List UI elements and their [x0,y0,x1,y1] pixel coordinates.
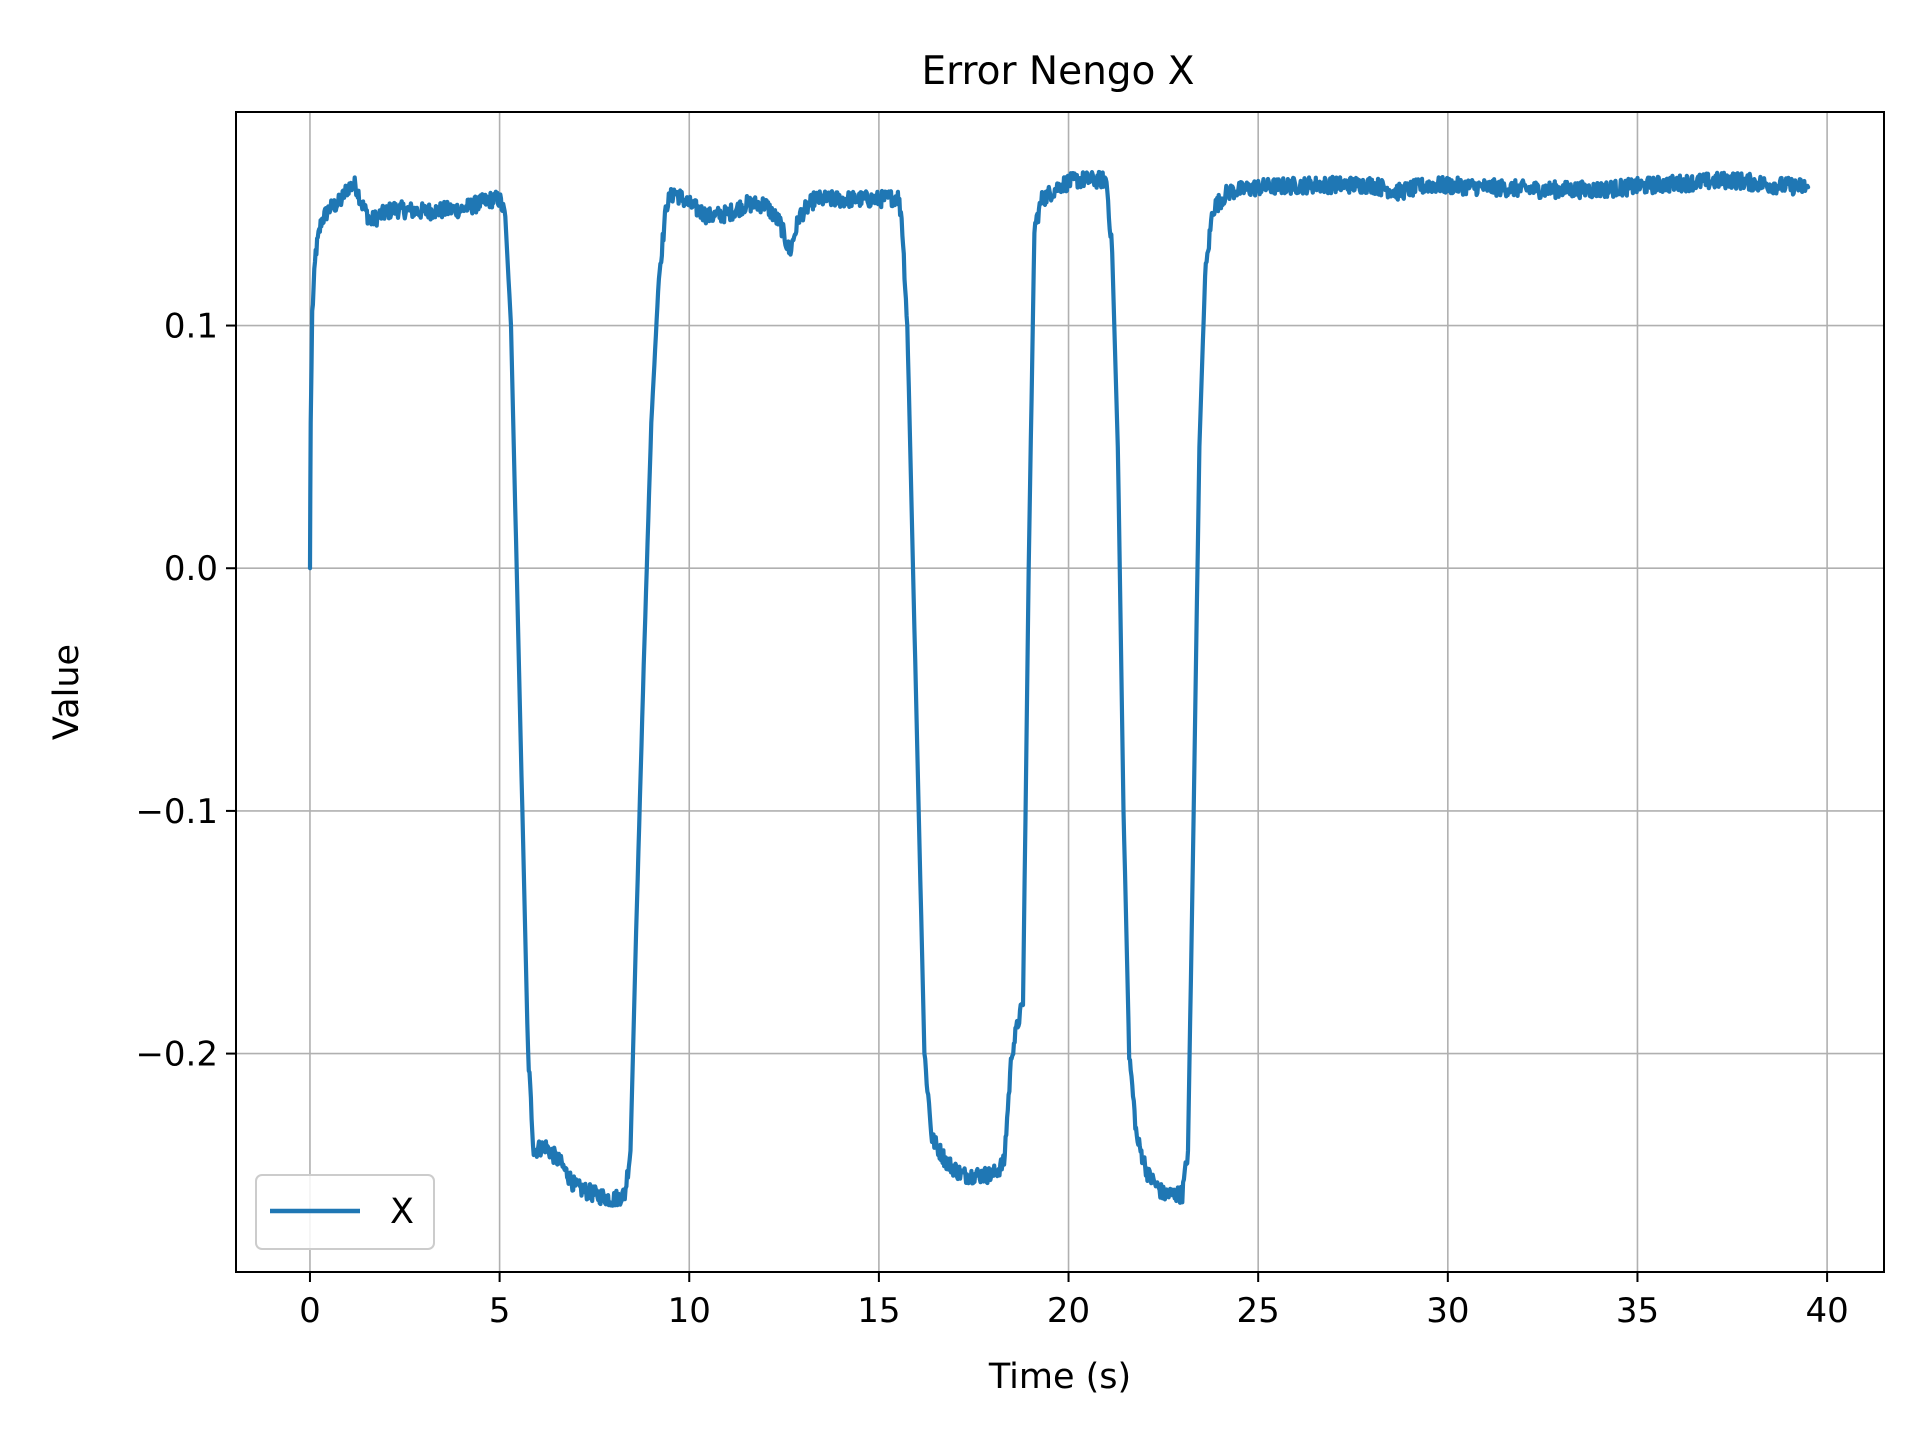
grid-lines [236,112,1884,1272]
x-tick-label: 15 [857,1291,900,1331]
axis-ticks: 0 5 10 15 20 25 30 35 40 0.1 0.0 −0.1 −0.2 [135,307,1848,1331]
legend: X [255,1174,435,1250]
x-tick-label: 25 [1237,1291,1280,1331]
series-lines [307,169,1811,1208]
legend-label-x: X [390,1192,414,1232]
y-tick-label: −0.2 [135,1035,218,1075]
series-line-x [307,169,1811,1208]
plot-area-frame [235,111,1885,1273]
y-tick-label: −0.1 [135,792,218,832]
x-axis-label: Time (s) [988,1357,1131,1397]
y-tick-label: 0.0 [164,549,218,589]
y-tick-label: 0.1 [164,307,218,347]
y-axis-label: Value [47,644,87,740]
x-tick-label: 10 [668,1291,711,1331]
chart-title: Error Nengo X [921,49,1194,94]
x-tick-label: 40 [1805,1291,1848,1331]
x-tick-label: 5 [489,1291,511,1331]
x-tick-label: 0 [299,1291,321,1331]
x-tick-label: 20 [1047,1291,1090,1331]
x-tick-label: 30 [1426,1291,1469,1331]
x-tick-label: 35 [1616,1291,1659,1331]
